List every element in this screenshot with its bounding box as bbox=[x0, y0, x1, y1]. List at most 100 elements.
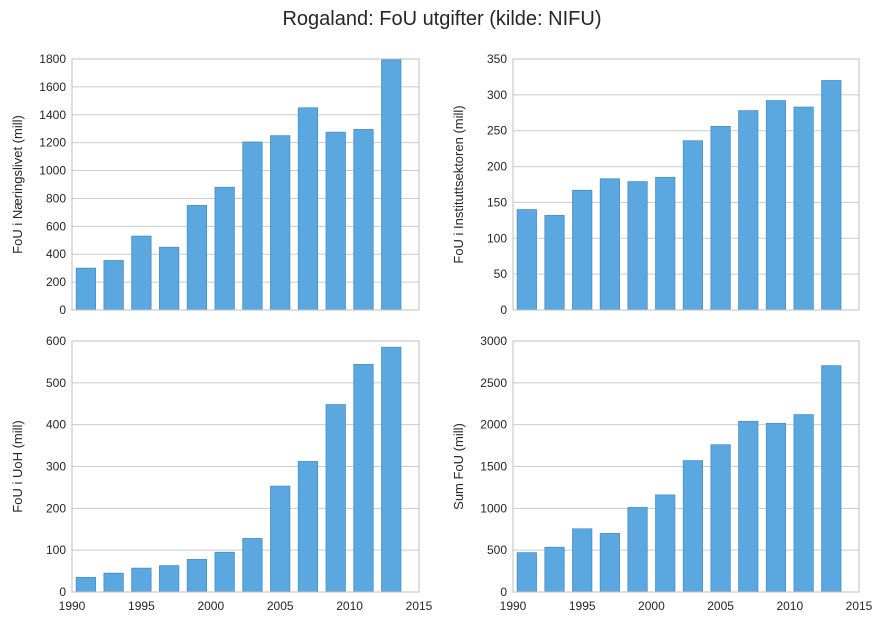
y-tick-label: 400 bbox=[46, 247, 66, 261]
x-tick-label: 1995 bbox=[569, 599, 596, 613]
y-tick-label: 250 bbox=[487, 124, 507, 138]
y-tick-label: 200 bbox=[46, 275, 66, 289]
bar-1995 bbox=[131, 567, 152, 593]
y-tick-label: 200 bbox=[46, 501, 66, 515]
bar-1997 bbox=[159, 565, 180, 593]
bar-2001 bbox=[655, 494, 676, 593]
bar-1997 bbox=[599, 178, 620, 311]
bar-2011 bbox=[353, 364, 374, 593]
bar-2007 bbox=[738, 420, 759, 593]
bar-1995 bbox=[131, 235, 152, 311]
bar-1995 bbox=[572, 189, 593, 311]
x-tick-label: 2000 bbox=[638, 599, 665, 613]
bar-2003 bbox=[682, 140, 704, 311]
x-tick-label: 1990 bbox=[59, 599, 86, 613]
y-axis-label: FoU i UoH (mill) bbox=[10, 420, 25, 512]
y-tick-label: 0 bbox=[59, 303, 66, 317]
y-tick-label: 600 bbox=[46, 334, 66, 348]
y-axis-label: Sum FoU (mill) bbox=[451, 423, 466, 510]
y-tick-label: 150 bbox=[487, 195, 507, 209]
y-tick-label: 1600 bbox=[39, 80, 66, 94]
bar-2009 bbox=[325, 131, 346, 311]
y-tick-label: 1800 bbox=[39, 52, 66, 66]
x-tick-label: 2010 bbox=[336, 599, 363, 613]
bar-2005 bbox=[270, 485, 291, 593]
x-tick-label: 1990 bbox=[500, 599, 527, 613]
bar-1991 bbox=[75, 267, 96, 311]
bar-2005 bbox=[710, 126, 731, 311]
chart-panel-naeringslivet: 0 200 400 600 800 1000 1200 1400 1600 1800 FoU i N… bbox=[10, 52, 420, 317]
axes-frame bbox=[71, 340, 420, 593]
bar-1991 bbox=[516, 552, 537, 593]
y-tick-label: 3000 bbox=[480, 334, 507, 348]
y-tick-label: 1000 bbox=[480, 501, 507, 515]
y-tick-label: 800 bbox=[46, 191, 66, 205]
y-tick-label: 200 bbox=[487, 160, 507, 174]
y-tick-label: 100 bbox=[487, 231, 507, 245]
x-tick-label: 2010 bbox=[776, 599, 803, 613]
bar-2011 bbox=[793, 106, 814, 311]
x-tick-label: 2005 bbox=[267, 599, 294, 613]
bar-1999 bbox=[627, 507, 648, 593]
bar-2007 bbox=[738, 110, 759, 311]
bar-2011 bbox=[793, 414, 814, 593]
bar-2007 bbox=[297, 107, 319, 311]
y-tick-label: 500 bbox=[46, 376, 66, 390]
figure-title: Rogaland: FoU utgifter (kilde: NIFU) bbox=[282, 8, 602, 30]
y-tick-label: 500 bbox=[487, 543, 507, 557]
bar-1993 bbox=[544, 546, 565, 593]
bar-1991 bbox=[516, 209, 537, 311]
bar-2007 bbox=[297, 461, 319, 593]
axes-frame bbox=[71, 58, 420, 311]
bar-2003 bbox=[242, 141, 263, 311]
y-tick-label: 50 bbox=[494, 267, 508, 281]
bar-2001 bbox=[655, 176, 676, 311]
bar-2009 bbox=[765, 423, 787, 593]
bar-1999 bbox=[186, 558, 208, 593]
y-tick-label: 0 bbox=[59, 585, 66, 599]
y-tick-label: 300 bbox=[487, 88, 507, 102]
y-tick-label: 0 bbox=[500, 303, 507, 317]
bar-2009 bbox=[765, 100, 787, 311]
bar-1993 bbox=[103, 260, 124, 311]
x-tick-label: 2015 bbox=[406, 599, 433, 613]
axes-frame bbox=[512, 340, 860, 593]
y-axis-label: FoU i Instituttsektoren (mill) bbox=[451, 105, 466, 263]
chart-panel-instituttsektoren: 0 50 100 150 200 250 300 350 FoU i Instituttsekt… bbox=[451, 52, 860, 317]
bar-2005 bbox=[270, 135, 291, 311]
x-tick-label: 2015 bbox=[846, 599, 873, 613]
x-tick-label: 2005 bbox=[707, 599, 734, 613]
x-tick-label: 1995 bbox=[128, 599, 155, 613]
bar-2013 bbox=[381, 346, 402, 593]
y-tick-label: 100 bbox=[46, 543, 66, 557]
y-tick-label: 1400 bbox=[39, 108, 66, 122]
bar-2013 bbox=[821, 80, 842, 311]
y-tick-label: 1500 bbox=[480, 460, 507, 474]
bar-1999 bbox=[627, 181, 648, 311]
chart-panel-uoh: 0 100 200 300 400 500 600 1990 1995 2000 2005 2010 2… bbox=[10, 334, 433, 613]
axes-frame bbox=[512, 58, 860, 311]
y-axis-label: FoU i Næringslivet (mill) bbox=[10, 115, 25, 254]
y-tick-label: 300 bbox=[46, 460, 66, 474]
bar-1993 bbox=[544, 214, 565, 311]
y-tick-label: 2500 bbox=[480, 376, 507, 390]
bar-1991 bbox=[75, 576, 96, 593]
y-tick-label: 600 bbox=[46, 219, 66, 233]
chart-panel-sum: 0 500 1000 1500 2000 2500 3000 1990 1995 2000 2005… bbox=[451, 334, 873, 613]
y-tick-label: 400 bbox=[46, 418, 66, 432]
y-tick-label: 2000 bbox=[480, 418, 507, 432]
x-tick-label: 2000 bbox=[197, 599, 224, 613]
bar-1997 bbox=[599, 533, 620, 593]
bar-1995 bbox=[572, 528, 593, 593]
y-tick-label: 350 bbox=[487, 52, 507, 66]
bar-1993 bbox=[103, 572, 124, 593]
y-tick-label: 1000 bbox=[39, 164, 66, 178]
bar-2001 bbox=[214, 186, 235, 311]
bar-2003 bbox=[242, 538, 263, 593]
y-tick-label: 0 bbox=[500, 585, 507, 599]
bar-2013 bbox=[821, 365, 842, 593]
bar-2001 bbox=[214, 551, 235, 593]
y-tick-label: 1200 bbox=[39, 136, 66, 150]
bar-2003 bbox=[682, 460, 704, 593]
